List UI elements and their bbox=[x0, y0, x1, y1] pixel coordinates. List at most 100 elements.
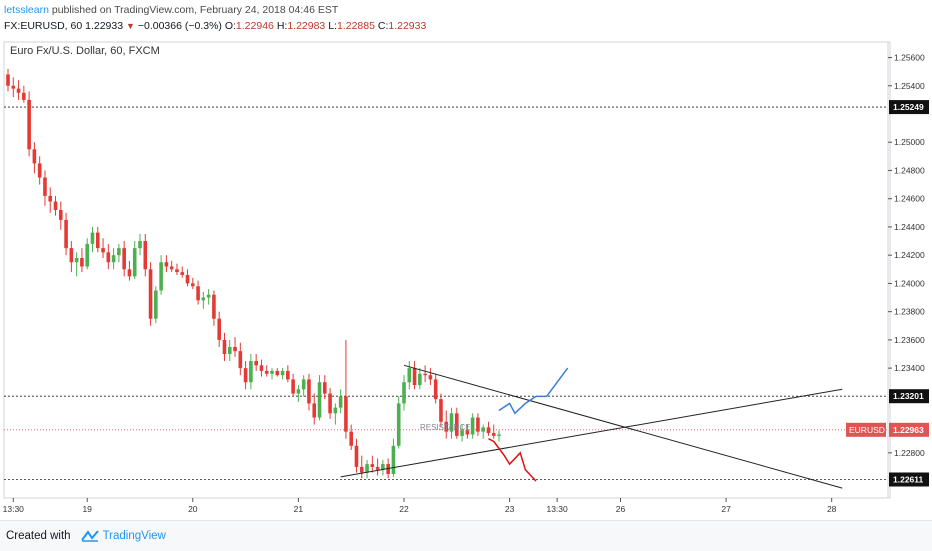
chart-title: Euro Fx/U.S. Dollar, 60, FXCM bbox=[10, 45, 160, 57]
candle-body bbox=[349, 431, 353, 446]
candle-body bbox=[80, 258, 84, 267]
candle-body bbox=[6, 74, 10, 86]
price-chart[interactable]: Euro Fx/U.S. Dollar, 60, FXCM 1.256001.2… bbox=[0, 38, 932, 518]
candle-body bbox=[164, 262, 169, 267]
price-tick-label: 1.22800 bbox=[894, 448, 925, 458]
price-tick-label: 1.25600 bbox=[894, 53, 925, 63]
candle-body bbox=[90, 232, 95, 244]
low-value: 1.22885 bbox=[336, 20, 375, 32]
tradingview-brand[interactable]: TradingView bbox=[102, 530, 166, 542]
last-price-tag bbox=[889, 422, 929, 437]
candle-body bbox=[117, 248, 121, 256]
open-label: O: bbox=[224, 20, 236, 32]
candle-body bbox=[338, 396, 343, 408]
candle-body bbox=[95, 232, 100, 249]
tradingview-logo-icon[interactable] bbox=[80, 530, 99, 542]
candle-body bbox=[217, 318, 221, 340]
candle-body bbox=[196, 286, 200, 301]
price-tick-label: 1.23400 bbox=[894, 363, 925, 373]
projection-up-line bbox=[498, 367, 569, 415]
low-label: L: bbox=[328, 20, 337, 32]
symbol-tag-label: EURUSD bbox=[849, 425, 885, 435]
candle-body bbox=[439, 399, 443, 422]
candle-body bbox=[423, 373, 427, 376]
author-link[interactable]: letsslearn bbox=[4, 4, 49, 16]
candle-body bbox=[154, 290, 158, 319]
candle-body bbox=[159, 262, 163, 291]
time-tick-label: 27 bbox=[721, 504, 731, 514]
candle-body bbox=[238, 351, 243, 369]
down-arrow-icon: ▼ bbox=[126, 21, 135, 31]
candle-body bbox=[375, 466, 380, 470]
annotation-resistance: RESISTANCE bbox=[420, 423, 471, 432]
candle-body bbox=[396, 403, 401, 446]
candle-body bbox=[16, 88, 21, 93]
level-price-tag bbox=[889, 100, 929, 115]
price-tick-label: 1.23600 bbox=[894, 335, 925, 345]
candle-body bbox=[48, 195, 53, 202]
candle-body bbox=[264, 370, 269, 374]
level-price-label: 1.25249 bbox=[893, 102, 924, 112]
candle-body bbox=[74, 258, 79, 263]
ohlc-line: FX:EURUSD, 60 1.22933 ▼ −0.00366 (−0.3%)… bbox=[4, 20, 426, 32]
candle-body bbox=[491, 433, 496, 436]
price-change: −0.00366 (−0.3%) bbox=[137, 20, 222, 32]
candle-body bbox=[296, 389, 301, 394]
candle-body bbox=[101, 248, 105, 253]
candle-body bbox=[476, 417, 480, 432]
candle-body bbox=[449, 413, 454, 432]
candle-body bbox=[243, 368, 248, 383]
high-value: 1.22983 bbox=[287, 20, 326, 32]
candle-body bbox=[43, 177, 47, 196]
candle-body bbox=[465, 430, 470, 435]
time-axis[interactable]: 13:30 19 20 21 22 23 13:30 26 27 28 bbox=[3, 497, 888, 514]
symbol-tag bbox=[846, 422, 886, 437]
time-tick-label: 26 bbox=[616, 504, 626, 514]
published-text: published on TradingView.com, February 2… bbox=[48, 4, 339, 16]
level-price-tag bbox=[889, 389, 929, 404]
time-tick-label: 22 bbox=[399, 504, 409, 514]
candle-body bbox=[180, 272, 185, 275]
candle-body bbox=[333, 407, 338, 414]
candle-body bbox=[286, 370, 290, 380]
candle-body bbox=[428, 375, 433, 380]
candles bbox=[6, 68, 501, 479]
price-tick-label: 1.24800 bbox=[894, 165, 925, 175]
candle-body bbox=[122, 248, 126, 270]
candle-body bbox=[148, 269, 153, 319]
candle-body bbox=[138, 241, 142, 249]
candle-body bbox=[270, 370, 274, 374]
time-tick-label: 13:30 bbox=[3, 504, 25, 514]
candle-body bbox=[227, 346, 232, 354]
candle-body bbox=[27, 99, 31, 150]
chart-frame[interactable]: Euro Fx/U.S. Dollar, 60, FXCM 1.25600 1.2… bbox=[0, 38, 932, 518]
price-tick-label: 1.24000 bbox=[894, 278, 925, 288]
candle-body bbox=[69, 248, 74, 263]
candle-body bbox=[32, 149, 37, 164]
candle-body bbox=[365, 464, 369, 473]
candle-body bbox=[381, 464, 385, 470]
candle-body bbox=[386, 464, 390, 474]
candle-body bbox=[59, 210, 63, 220]
candle-body bbox=[433, 379, 438, 400]
candle-body bbox=[185, 274, 190, 284]
price-axis[interactable]: 1.25600 1.25400 1.25000 1.24800 1.24600 1.244… bbox=[846, 42, 929, 498]
candle-body bbox=[370, 464, 375, 467]
time-tick-label: 13:30 bbox=[546, 504, 568, 514]
price-tick-label: 1.23800 bbox=[894, 307, 925, 317]
candle-body bbox=[470, 417, 475, 435]
candle-body bbox=[212, 294, 216, 319]
close-value: 1.22933 bbox=[388, 20, 427, 32]
time-tick-label: 20 bbox=[188, 504, 198, 514]
candle-body bbox=[254, 361, 258, 366]
candle-body bbox=[359, 466, 364, 473]
last-price: 1.22933 bbox=[85, 20, 124, 32]
candle-body bbox=[291, 379, 295, 394]
candle-body bbox=[37, 163, 42, 178]
candle-body bbox=[317, 382, 322, 418]
open-value: 1.22946 bbox=[235, 20, 274, 32]
candle-body bbox=[444, 421, 449, 432]
candle-body bbox=[85, 243, 89, 267]
candle-body bbox=[169, 266, 174, 270]
time-tick-label: 23 bbox=[505, 504, 515, 514]
